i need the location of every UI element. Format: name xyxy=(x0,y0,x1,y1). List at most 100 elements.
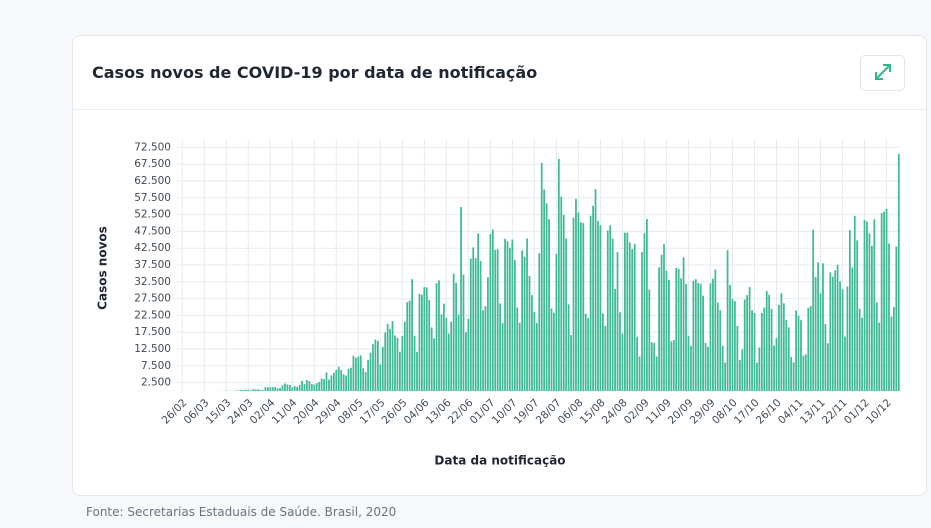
bar xyxy=(557,158,560,391)
bar xyxy=(765,290,768,391)
bar xyxy=(807,307,810,391)
bar xyxy=(682,257,685,391)
source-note: Fonte: Secretarias Estaduais de Saúde. B… xyxy=(86,505,397,519)
bar xyxy=(562,214,565,391)
bar xyxy=(770,308,773,391)
bar xyxy=(325,372,328,391)
bar xyxy=(528,276,531,391)
y-tick-label: 2.500 xyxy=(141,377,171,389)
bar xyxy=(824,324,827,391)
bar xyxy=(511,239,514,391)
bar xyxy=(489,234,492,391)
bar xyxy=(477,233,480,391)
bar xyxy=(702,295,705,391)
bar xyxy=(242,390,245,391)
bar xyxy=(484,306,487,391)
bar xyxy=(599,225,602,391)
bar xyxy=(567,304,570,391)
bar xyxy=(658,267,660,391)
bar xyxy=(281,385,284,391)
bar xyxy=(763,307,766,391)
bar xyxy=(839,281,841,391)
bar xyxy=(697,283,700,391)
bar xyxy=(577,212,580,391)
bar xyxy=(330,375,333,391)
bar xyxy=(638,356,641,391)
bar xyxy=(729,284,731,391)
bar xyxy=(276,388,279,391)
bar xyxy=(306,380,308,391)
bar xyxy=(328,379,330,391)
bar xyxy=(866,221,868,391)
bar xyxy=(288,385,291,391)
bar xyxy=(240,390,242,391)
bar xyxy=(619,312,621,391)
bar xyxy=(878,322,881,391)
bar xyxy=(875,302,878,391)
y-tick-label: 7.500 xyxy=(141,360,171,372)
bar xyxy=(264,387,267,391)
bar xyxy=(504,238,506,391)
bar xyxy=(279,387,281,391)
bar xyxy=(768,294,771,391)
bar xyxy=(797,315,800,391)
bar xyxy=(367,359,369,391)
bar xyxy=(648,289,651,391)
bar xyxy=(829,272,832,391)
bar xyxy=(411,279,413,391)
bar xyxy=(499,303,502,391)
bar xyxy=(538,253,541,391)
bar xyxy=(435,283,438,391)
bar xyxy=(487,277,489,391)
bar xyxy=(438,280,440,391)
bar xyxy=(286,384,289,391)
bar xyxy=(257,389,259,391)
bar xyxy=(513,259,516,391)
bar xyxy=(254,389,257,391)
bar xyxy=(800,320,802,391)
expand-button[interactable] xyxy=(860,55,905,91)
bar xyxy=(611,238,614,391)
bar xyxy=(592,205,594,391)
bar xyxy=(868,233,871,391)
bar xyxy=(482,310,484,391)
bar xyxy=(873,219,876,391)
bar xyxy=(668,279,670,391)
bar xyxy=(455,282,458,391)
bar xyxy=(425,287,428,391)
bar xyxy=(308,381,311,391)
y-tick-label: 67.500 xyxy=(134,158,171,170)
bar xyxy=(870,245,873,391)
bar xyxy=(597,220,599,391)
bar xyxy=(518,322,521,391)
bar xyxy=(826,343,829,391)
bar xyxy=(582,223,585,391)
bar xyxy=(893,306,895,391)
y-tick-label: 42.500 xyxy=(134,242,171,254)
bar xyxy=(707,346,709,391)
bar xyxy=(660,254,663,391)
bar xyxy=(714,269,717,391)
bar xyxy=(320,378,323,391)
bar xyxy=(778,304,780,391)
bar xyxy=(457,314,460,391)
bar xyxy=(379,364,382,391)
bar xyxy=(318,382,321,391)
bar xyxy=(753,312,756,391)
bar xyxy=(621,333,624,391)
bar xyxy=(756,362,758,391)
bar xyxy=(584,313,587,391)
bar xyxy=(345,375,347,391)
bar xyxy=(670,341,673,391)
bar xyxy=(846,286,849,391)
bar xyxy=(594,189,597,391)
bar xyxy=(543,189,546,391)
bar xyxy=(609,225,612,391)
bar xyxy=(474,258,477,391)
bar xyxy=(851,267,854,391)
bar xyxy=(880,213,883,391)
bar xyxy=(521,250,524,391)
bar xyxy=(726,250,729,391)
bar xyxy=(601,313,604,391)
bar xyxy=(841,289,844,391)
